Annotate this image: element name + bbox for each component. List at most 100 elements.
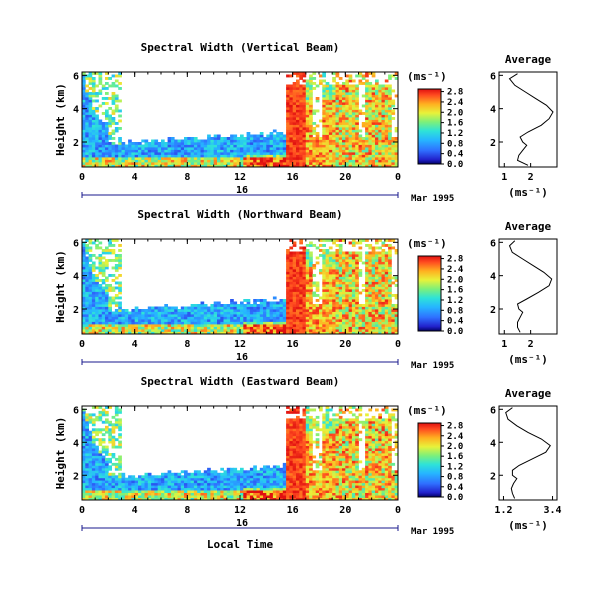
heatmap-cell [388,311,392,315]
heatmap-cell [365,254,369,257]
heatmap-cell [85,433,89,437]
heatmap-cell [378,254,382,257]
heatmap-cell [286,137,290,140]
heatmap-cell [108,316,112,320]
heatmap-cell [108,137,112,140]
heatmap-cell [381,316,386,320]
heatmap-cell [184,477,188,481]
heatmap-cell [335,309,340,312]
heatmap-cell [378,132,382,135]
heatmap-cell [315,326,320,330]
heatmap-cell [345,331,349,335]
heatmap-cell [338,104,343,108]
heatmap-cell [207,467,211,471]
heatmap-cell [328,311,333,315]
heatmap-cell [184,139,188,143]
heatmap-cell [388,309,392,312]
heatmap-cell [213,490,218,493]
heatmap-cell [197,475,201,479]
heatmap-cell [358,329,363,332]
heatmap-cell [128,314,132,317]
heatmap-cell [157,475,162,479]
heatmap-cell [256,142,261,145]
heatmap-cell [348,329,353,332]
heatmap-cell [193,324,198,327]
heatmap-cell [302,329,307,332]
heatmap-cell [358,246,363,250]
heatmap-cell [388,142,392,145]
heatmap-cell [167,316,172,320]
heatmap-cell [289,164,294,168]
heatmap-cell [289,159,294,163]
heatmap-cell [342,99,346,103]
heatmap-cell [286,107,290,110]
heatmap-cell [279,142,284,145]
heatmap-cell [286,269,290,272]
heatmap-cell [391,164,396,168]
heatmap-cell [147,319,152,322]
heatmap-cell [91,296,96,300]
heatmap-cell [91,475,96,479]
heatmap-cell [309,114,313,118]
heatmap-cell [292,296,297,300]
heatmap-cell [82,249,86,252]
heatmap-cell [292,84,297,88]
heatmap-cell [342,132,346,135]
heatmap-cell [299,107,303,110]
heatmap-cell [272,142,277,145]
heatmap-cell [85,480,89,484]
heatmap-cell [177,495,182,498]
heatmap-cell [325,254,330,257]
heatmap-cell [210,480,215,484]
heatmap-cell [95,284,99,287]
heatmap-cell [246,142,251,145]
heatmap-cell [358,251,363,255]
heatmap-cell [269,139,274,143]
heatmap-cell [85,244,89,247]
heatmap-cell [388,239,392,242]
heatmap-cell [91,291,96,295]
heatmap-cell [91,324,96,327]
x-tick-label: 4 [132,339,138,350]
heatmap-cell [91,264,96,267]
heatmap-cell [200,144,205,148]
heatmap-cell [319,149,323,153]
heatmap-cell [342,286,346,290]
heatmap-cell [338,271,343,275]
heatmap-cell [375,122,379,125]
heatmap-cell [358,326,363,330]
heatmap-cell [197,316,201,320]
heatmap-cell [118,408,122,412]
heatmap-cell [174,482,178,486]
heatmap-cell [312,244,317,247]
heatmap-cell [213,301,218,305]
heatmap-cell [95,84,99,88]
heatmap-cell [319,331,323,335]
colorbar-tick-label: 1.6 [447,119,463,129]
heatmap-cell [328,144,333,148]
heatmap-cell [345,259,349,262]
heatmap-cell [309,254,313,257]
heatmap-cell [200,324,205,327]
heatmap-cell [259,309,264,312]
heatmap-cell [263,157,267,160]
heatmap-cell [111,495,116,498]
heatmap-cell [82,487,86,491]
heatmap-cell [217,159,221,163]
heatmap-cell [305,306,310,310]
heatmap-cell [361,142,366,145]
heatmap-cell [381,254,386,257]
heatmap-cell [365,117,369,120]
heatmap-cell [335,274,340,277]
heatmap-cell [114,154,119,158]
heatmap-cell [302,271,307,275]
heatmap-cell [200,472,205,476]
heatmap-cell [292,129,297,133]
average-y-tick-label: 2 [490,138,496,149]
heatmap-cell [167,309,172,312]
heatmap-cell [203,485,208,489]
heatmap-cell [375,134,379,138]
heatmap-cell [233,134,238,138]
heatmap-cell [91,418,96,422]
heatmap-cell [263,159,267,163]
